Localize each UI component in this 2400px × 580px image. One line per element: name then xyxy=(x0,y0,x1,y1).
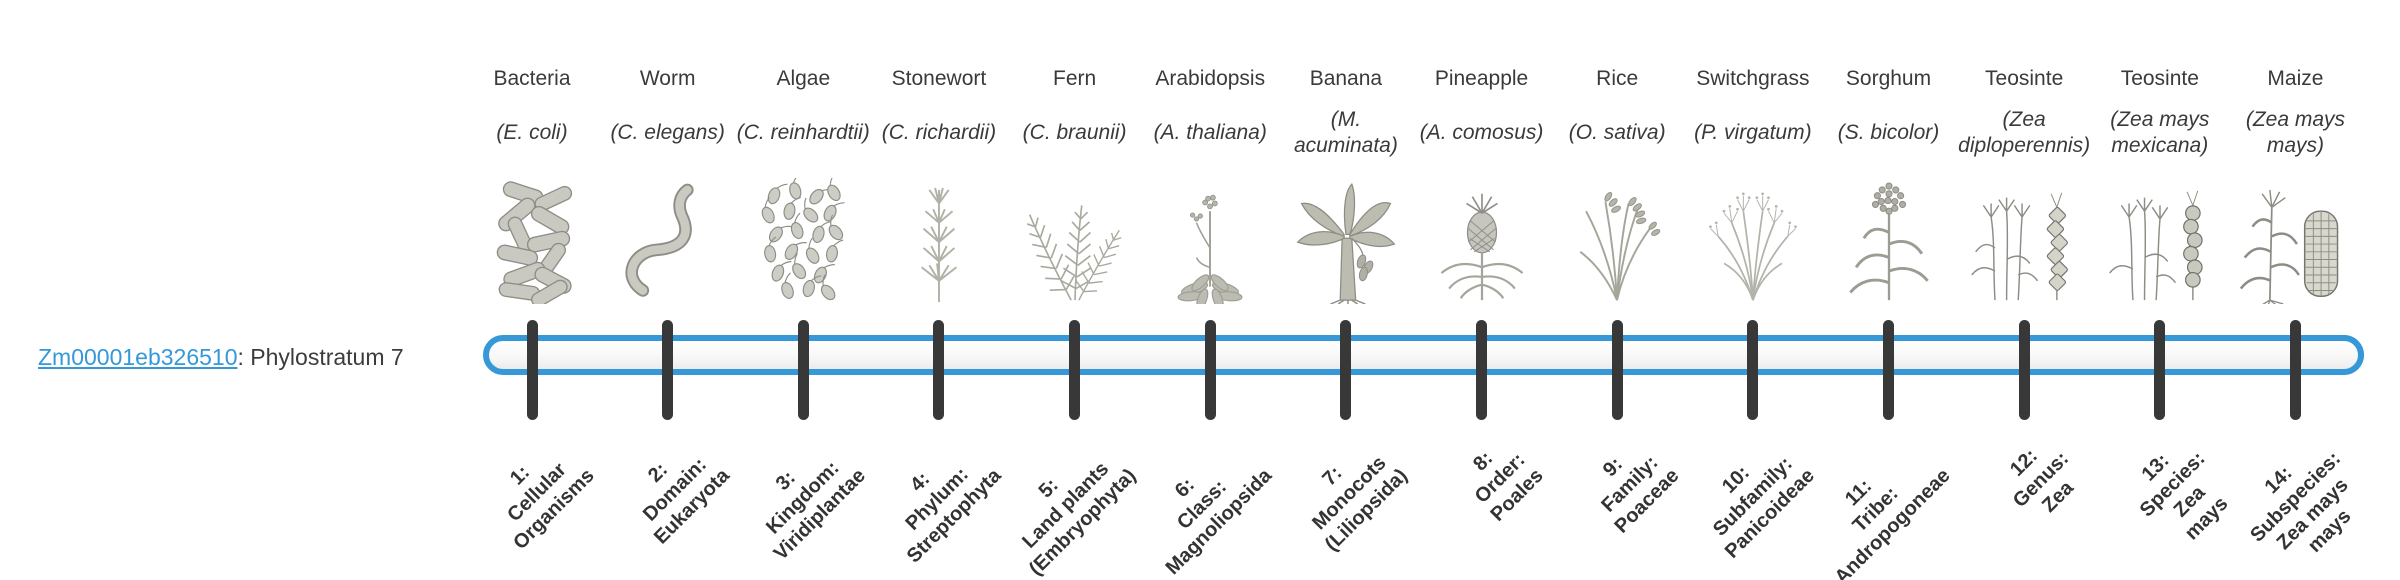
stratum-label: 11: Tribe: Andropogoneae xyxy=(1830,464,1955,580)
timeline-tick xyxy=(1204,320,1216,420)
timeline-tick xyxy=(1340,320,1352,420)
timeline-tick xyxy=(526,320,538,420)
stratum-label: 14: Subspecies: Zea mays mays xyxy=(2245,447,2356,557)
timeline-tick xyxy=(933,320,945,420)
algae-icon xyxy=(738,176,868,304)
timeline-tick xyxy=(797,320,809,420)
organism-scientific-name: (O. sativa) xyxy=(1568,121,1666,144)
timeline-tick xyxy=(2154,320,2166,420)
timeline-bar xyxy=(483,335,2364,375)
timeline-track xyxy=(483,335,2364,375)
organism-common-name: Algae xyxy=(776,67,831,90)
pineapple-icon xyxy=(1417,176,1547,304)
organism-scientific-name: (S. bicolor) xyxy=(1837,121,1940,144)
organism-common-name: Pineapple xyxy=(1434,67,1529,90)
organism-common-name: Arabidopsis xyxy=(1155,67,1266,90)
teosinte-mexicana-icon xyxy=(2095,176,2225,304)
banana-icon xyxy=(1281,176,1411,304)
stratum-label: 9: Family: Poaceae xyxy=(1597,451,1684,538)
organism-common-name: Switchgrass xyxy=(1696,67,1810,90)
stratum-label: 13: Species: Zea mays xyxy=(2135,447,2232,545)
organism-common-name: Teosinte xyxy=(1985,67,2064,90)
organism-common-name: Bacteria xyxy=(493,67,571,90)
organism-scientific-name: (A. comosus) xyxy=(1419,121,1544,144)
stratum-label: 7: Monocots (Liliopsida) xyxy=(1308,452,1413,556)
organism-common-name: Stonewort xyxy=(891,67,987,90)
rice-icon xyxy=(1552,176,1682,304)
stratum-label: 5: Land plants (Embryophyta) xyxy=(1018,457,1141,580)
gene-id-link[interactable]: Zm00001eb326510 xyxy=(38,344,238,370)
organism-common-name: Fern xyxy=(1053,67,1097,90)
organism-common-name: Worm xyxy=(639,67,696,90)
organism-scientific-name: (C. reinhardtii) xyxy=(736,121,870,144)
phylostratum-text: : Phylostratum 7 xyxy=(237,344,404,370)
fern-icon xyxy=(1010,176,1140,304)
stratum-label: 4: Phylum: Streptophyta xyxy=(901,463,1006,568)
stratum-label: 8: Order: Poales xyxy=(1469,447,1548,526)
stratum-label: 10: Subfamily: Panicoideae xyxy=(1709,452,1820,563)
timeline-tick xyxy=(1883,320,1894,420)
stratum-label: 3: Kingdom: Viridiplantae xyxy=(761,457,870,565)
organism-scientific-name: (P. virgatum) xyxy=(1694,121,1812,144)
sorghum-icon xyxy=(1824,176,1954,304)
stonewort-icon xyxy=(874,176,1004,304)
organism-common-name: Banana xyxy=(1309,67,1383,90)
timeline-tick xyxy=(1069,320,1081,420)
teosinte-diploperennis-icon xyxy=(1959,176,2089,304)
timeline-tick xyxy=(662,320,674,420)
stratum-label: 6: Class: Magnoliopsida xyxy=(1161,464,1277,580)
organism-scientific-name: (Zea diploperennis) xyxy=(1958,108,2091,157)
timeline-tick xyxy=(1747,320,1759,420)
organism-scientific-name: (C. elegans) xyxy=(610,121,725,144)
organism-common-name: Maize xyxy=(2267,67,2324,90)
timeline-tick xyxy=(2289,320,2301,420)
organism-scientific-name: (A. thaliana) xyxy=(1153,121,1267,144)
stratum-label: 12: Genus: Zea xyxy=(2006,444,2079,517)
bacteria-icon xyxy=(467,176,597,304)
organism-common-name: Rice xyxy=(1596,67,1639,90)
timeline-tick xyxy=(1476,320,1488,420)
organism-scientific-name: (C. richardii) xyxy=(881,121,997,144)
maize-icon xyxy=(2230,176,2360,304)
worm-icon xyxy=(603,176,733,304)
stratum-label: 2: Domain: Eukaryota xyxy=(638,453,734,549)
organism-common-name: Teosinte xyxy=(2120,67,2199,90)
timeline-tick xyxy=(2018,320,2030,420)
gene-label: Zm00001eb326510: Phylostratum 7 xyxy=(38,344,404,371)
switchgrass-icon xyxy=(1688,176,1818,304)
arabidopsis-icon xyxy=(1145,176,1275,304)
organism-scientific-name: (Zea mays mays) xyxy=(2245,108,2346,157)
stratum-label: 1: Cellular Organisms xyxy=(502,458,599,555)
organism-common-name: Sorghum xyxy=(1845,67,1932,90)
organism-scientific-name: (C. braunii) xyxy=(1022,121,1127,144)
timeline-tick xyxy=(1611,320,1623,420)
organism-scientific-name: (M. acuminata) xyxy=(1293,108,1398,157)
organism-scientific-name: (E. coli) xyxy=(496,121,568,144)
organism-scientific-name: (Zea mays mexicana) xyxy=(2110,108,2210,157)
